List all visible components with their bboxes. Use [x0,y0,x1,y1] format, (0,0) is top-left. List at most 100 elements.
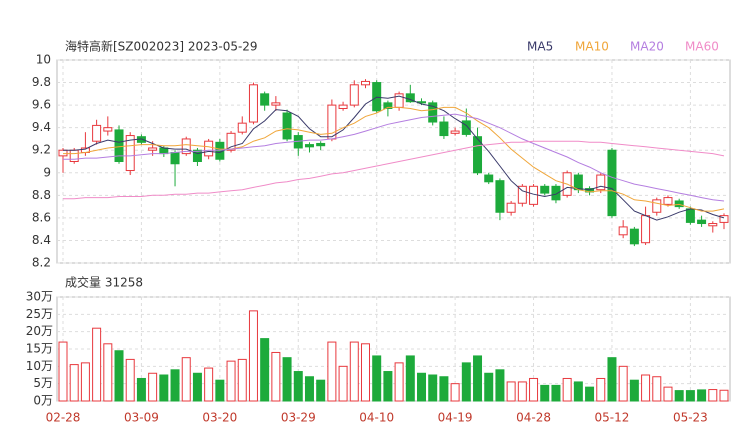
x-tick-label: 04-28 [516,411,551,425]
ma-line [63,95,725,221]
volume-bar [260,338,270,402]
volume-bar [674,390,684,402]
candle-body [316,142,326,147]
candle-body [697,219,707,225]
y-tick-label: 9 [43,165,51,179]
candle-body [596,174,606,191]
x-tick-label: 05-23 [673,411,708,425]
candle-body [349,84,359,106]
candle-body [159,147,169,155]
candle-body [708,223,718,227]
x-tick-label: 03-20 [202,411,237,425]
volume-bar [394,362,404,402]
volume-bar [248,310,258,402]
candle-body [641,215,651,244]
volume-bar [181,357,191,402]
volume-bar [237,358,247,402]
volume-bar [271,351,281,402]
candle-body [685,208,695,223]
volume-bar [663,386,673,402]
candle-body [338,104,348,109]
volume-bar [327,341,337,402]
volume-bar [719,389,729,402]
volume-bar [428,374,438,402]
volume-tick-label: 5万 [33,376,53,390]
volume-bar [215,379,225,402]
y-tick-label: 8.4 [32,233,51,247]
volume-bar [629,379,639,402]
volume-bar [450,383,460,402]
volume-tick-label: 30万 [26,290,53,304]
y-tick-label: 8.2 [32,256,51,270]
candle-body [473,136,483,174]
volume-bar [69,364,79,402]
candle-body [58,149,68,157]
candle-body [260,93,270,106]
y-tick-label: 8.6 [32,210,51,224]
y-tick-label: 10 [36,53,51,67]
y-tick-label: 8.8 [32,188,51,202]
candle-body [204,140,214,157]
candle-body [271,102,281,106]
candle-body [461,120,471,135]
volume-bar [282,357,292,402]
volume-bar [540,384,550,402]
ma-line [63,106,725,212]
candle-body [226,132,236,151]
legend-label: MA5 [527,40,553,54]
volume-bar [58,341,68,402]
volume-bar [562,377,572,402]
volume-bar [551,384,561,402]
candle-body [125,135,135,172]
volume-bar [685,390,695,402]
volume-bar [349,341,359,402]
candle-body [192,149,202,163]
candle-body [372,82,382,112]
candle-body [506,202,516,213]
ma-line [63,113,725,202]
candle-body [674,200,684,208]
volume-bar [641,374,651,402]
volume-tick-label: 15万 [26,342,53,356]
volume-bar [506,381,516,402]
volume-bar [484,372,494,402]
volume-bar [461,362,471,402]
legend-label: MA20 [630,40,664,54]
candle-body [282,112,292,140]
candle-body [92,124,102,142]
volume-bar [417,372,427,402]
y-tick-label: 9.8 [32,75,51,89]
volume-bar [125,358,135,402]
volume-bar [136,377,146,402]
candle-body [719,215,729,223]
volume-bar [439,376,449,402]
volume-bar [573,381,583,402]
volume-bar [607,357,617,402]
y-tick-label: 9.4 [32,120,51,134]
x-tick-label: 04-19 [438,411,473,425]
candle-body [629,228,639,245]
volume-tick-label: 0万 [33,394,53,408]
volume-bar [338,365,348,402]
volume-tick-label: 20万 [26,324,53,338]
x-tick-label: 03-29 [281,411,316,425]
volume-bar [405,355,415,402]
volume-bar [170,369,180,402]
volume-bar [304,376,314,402]
chart-title: 海特高新[SZ002023] 2023-05-29 [65,39,258,54]
candle-body [484,174,494,183]
volume-tick-label: 10万 [26,359,53,373]
volume-bar [360,343,370,402]
volume-bar [92,327,102,402]
price-frame [56,59,731,264]
volume-bar [473,355,483,402]
y-tick-label: 9.6 [32,98,51,112]
candle-body [114,129,124,163]
candle-body [517,185,527,204]
x-tick-label: 03-09 [124,411,159,425]
candle-body [69,149,79,163]
candle-body [103,127,113,132]
volume-bar [495,369,505,402]
